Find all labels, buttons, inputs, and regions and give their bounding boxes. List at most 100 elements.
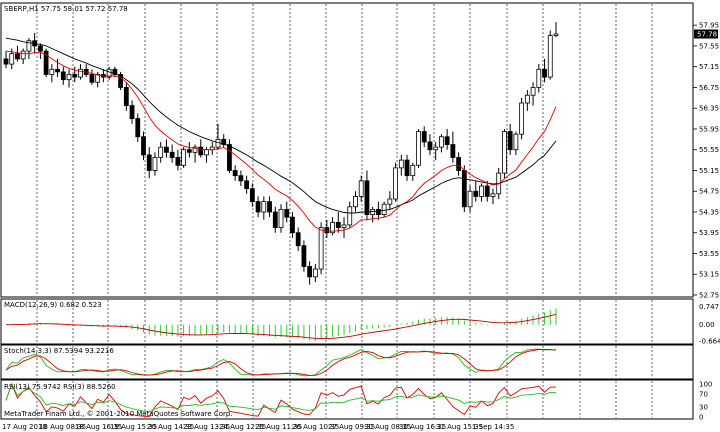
bull-candle-body xyxy=(553,33,559,36)
bull-candle-body xyxy=(524,94,530,104)
candle xyxy=(118,71,123,91)
candle xyxy=(301,240,307,272)
bear-candle-body xyxy=(60,71,66,81)
time-tick-label: 19 Aug 15:35 xyxy=(110,423,157,431)
macd-label: MACD(12,26,9) 0.682 0.523 xyxy=(4,301,102,309)
candle xyxy=(152,152,158,176)
time-tick-label: 25 Aug 11:35 xyxy=(255,423,302,431)
bear-candle-body xyxy=(238,175,244,182)
bear-candle-body xyxy=(249,188,255,203)
candle xyxy=(536,64,542,93)
bear-candle-body xyxy=(55,68,60,73)
price-tick-label: 56.75 xyxy=(699,84,719,92)
rsi-fast-line xyxy=(5,382,557,417)
candle xyxy=(421,126,427,148)
price-tick-label: 55.15 xyxy=(699,167,719,175)
bear-candle-body xyxy=(324,227,330,234)
candle xyxy=(15,45,20,62)
candle xyxy=(129,100,135,124)
rsi-label: RSI(13) 75.9742 RSI(3) 88.5260 xyxy=(4,383,116,391)
bull-candle-body xyxy=(20,50,26,60)
price-tick-label: 57.55 xyxy=(699,42,719,50)
bear-candle-body xyxy=(146,154,152,171)
bull-candle-body xyxy=(433,146,439,151)
candle xyxy=(318,222,324,275)
candle xyxy=(272,206,278,233)
price-tick-label: 53.55 xyxy=(699,250,719,258)
time-tick-label: 20 Aug 14:35 xyxy=(147,423,194,431)
bull-candle-body xyxy=(312,268,318,278)
candle xyxy=(49,64,55,83)
bear-candle-body xyxy=(135,118,141,138)
candle xyxy=(186,141,192,158)
bull-candle-body xyxy=(78,68,83,78)
time-tick-label: 24 Aug 12:35 xyxy=(219,423,266,431)
bull-candle-body xyxy=(192,146,198,153)
candle xyxy=(267,196,272,218)
candle xyxy=(290,211,295,238)
bear-candle-body xyxy=(198,146,204,156)
bull-candle-body xyxy=(547,35,553,78)
stoch-signal-line xyxy=(5,348,557,376)
time-tick-label: 30 Aug 16:35 xyxy=(399,423,446,431)
price-tick-label: 53.15 xyxy=(699,271,719,279)
bear-candle-body xyxy=(169,151,175,158)
price-panel[interactable] xyxy=(0,2,694,298)
bear-candle-body xyxy=(232,170,238,177)
bull-candle-body xyxy=(410,164,416,177)
watermark: MetaTrader Finam Ltd., © 2001-2010 MetaQ… xyxy=(4,410,233,418)
candle xyxy=(238,170,244,187)
bear-candle-body xyxy=(244,180,250,190)
candle xyxy=(146,147,152,179)
candle xyxy=(3,51,9,69)
price-tick-label: 57.15 xyxy=(699,63,719,71)
candle xyxy=(347,201,353,228)
rsi-panel[interactable] xyxy=(0,379,694,420)
bear-candle-body xyxy=(227,144,232,171)
candle xyxy=(484,180,490,202)
bull-candle-body xyxy=(341,224,347,228)
bear-candle-body xyxy=(72,74,78,78)
bear-candle-body xyxy=(15,53,20,60)
bull-candle-body xyxy=(158,146,164,158)
stochastic-panel[interactable] xyxy=(0,344,694,380)
time-tick-label: 17 Aug 2010 xyxy=(2,423,47,431)
rsi-slow-line xyxy=(5,382,556,413)
candle xyxy=(278,204,284,233)
price-tick-label: 57.95 xyxy=(699,22,719,30)
candle xyxy=(519,97,525,140)
macd-tick-label: 0.00 xyxy=(699,321,715,329)
candle xyxy=(490,188,496,205)
bull-candle-body xyxy=(381,203,387,215)
candle xyxy=(404,154,410,181)
bull-candle-body xyxy=(95,74,101,83)
bull-candle-body xyxy=(358,180,364,197)
bull-candle-body xyxy=(318,227,324,270)
candle xyxy=(95,71,101,88)
bear-candle-body xyxy=(364,180,370,215)
bear-candle-body xyxy=(307,266,313,278)
candle xyxy=(198,139,204,158)
bear-candle-body xyxy=(450,144,456,158)
bull-candle-body xyxy=(513,133,519,151)
bull-candle-body xyxy=(152,157,158,171)
bull-candle-body xyxy=(9,53,15,65)
candle xyxy=(192,144,198,163)
candle xyxy=(20,48,26,65)
time-tick-label: 31 Aug 15:35 xyxy=(436,423,483,431)
macd-tick-label: -0.664 xyxy=(699,338,720,346)
price-series xyxy=(3,22,559,285)
time-tick-label: 23 Aug 13:35 xyxy=(183,423,230,431)
candle xyxy=(78,64,83,80)
macd-panel[interactable] xyxy=(0,298,694,345)
bull-candle-body xyxy=(106,68,112,78)
bear-candle-body xyxy=(43,50,49,75)
bull-candle-body xyxy=(398,159,404,169)
bear-candle-body xyxy=(421,131,427,143)
bear-candle-body xyxy=(118,74,123,88)
candle xyxy=(324,219,330,238)
vertical-gridlines xyxy=(36,4,653,418)
time-tick-label: 27 Aug 09:35 xyxy=(328,423,375,431)
